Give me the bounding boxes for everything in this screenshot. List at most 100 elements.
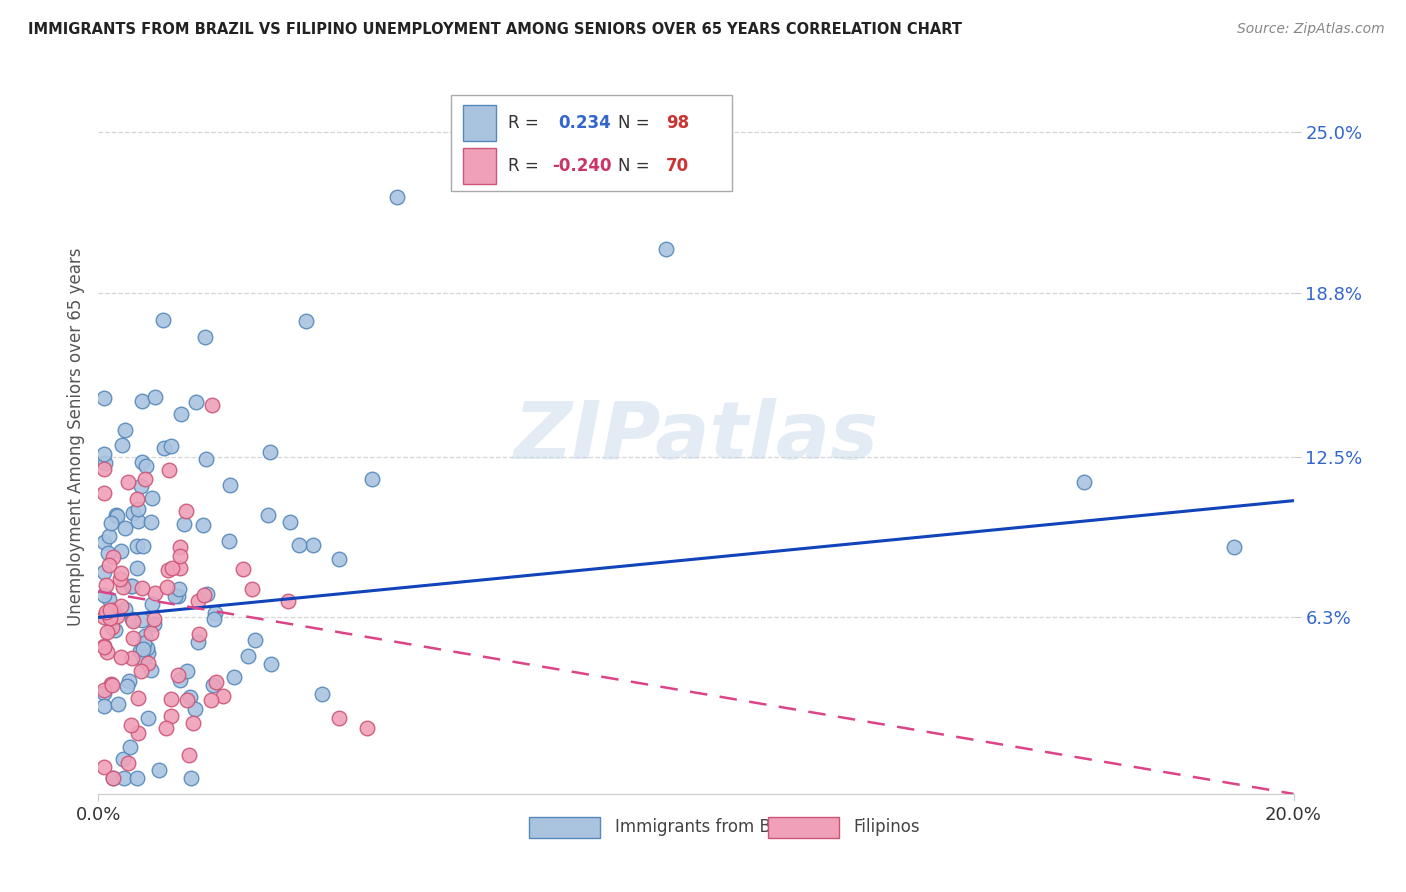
Point bbox=[236, 649, 259, 664]
Point bbox=[204, 606, 226, 620]
Point bbox=[176, 665, 198, 679]
Point bbox=[125, 539, 148, 553]
Point bbox=[125, 561, 148, 575]
Point bbox=[98, 558, 121, 572]
Point bbox=[101, 772, 124, 786]
Point bbox=[105, 508, 128, 523]
Point bbox=[141, 663, 163, 677]
Point bbox=[100, 678, 122, 692]
Point bbox=[141, 491, 163, 505]
Point bbox=[121, 578, 143, 592]
Text: R =: R = bbox=[509, 114, 538, 132]
Point bbox=[200, 693, 222, 707]
Point bbox=[110, 566, 132, 580]
Point bbox=[132, 539, 155, 553]
Point bbox=[128, 644, 150, 658]
Point bbox=[129, 478, 152, 492]
Point bbox=[112, 580, 135, 594]
Point bbox=[121, 612, 143, 626]
Point bbox=[118, 739, 141, 754]
Point bbox=[131, 641, 153, 656]
Point bbox=[243, 633, 266, 648]
Point bbox=[187, 627, 209, 641]
Point bbox=[159, 439, 181, 453]
Point bbox=[94, 456, 117, 470]
Point bbox=[184, 395, 207, 409]
Point bbox=[93, 486, 115, 500]
Point bbox=[142, 617, 165, 632]
Point bbox=[93, 447, 115, 461]
Point bbox=[104, 623, 127, 637]
Point bbox=[96, 625, 118, 640]
Point bbox=[184, 702, 207, 716]
Point bbox=[104, 508, 127, 523]
Point bbox=[100, 677, 122, 691]
Point bbox=[97, 592, 120, 607]
Point bbox=[141, 515, 163, 529]
Point bbox=[114, 423, 136, 437]
Point bbox=[295, 314, 318, 328]
Bar bbox=[463, 148, 496, 184]
Point bbox=[277, 593, 299, 607]
Point bbox=[655, 242, 678, 256]
Point bbox=[361, 472, 384, 486]
Point bbox=[127, 514, 149, 528]
Point bbox=[157, 563, 180, 577]
Point bbox=[160, 560, 183, 574]
Text: 0.234: 0.234 bbox=[558, 114, 612, 132]
Point bbox=[174, 504, 197, 518]
Point bbox=[180, 772, 202, 786]
Point bbox=[179, 747, 201, 762]
Point bbox=[136, 657, 159, 671]
Point bbox=[98, 610, 121, 624]
Point bbox=[93, 682, 115, 697]
Point bbox=[302, 538, 325, 552]
Text: ZIPatlas: ZIPatlas bbox=[513, 398, 879, 476]
Point bbox=[160, 709, 183, 723]
Point bbox=[169, 549, 191, 563]
Bar bbox=[529, 817, 600, 838]
Point bbox=[93, 640, 115, 654]
Point bbox=[356, 722, 378, 736]
Point bbox=[134, 636, 156, 650]
Point bbox=[121, 614, 143, 628]
Point bbox=[117, 475, 139, 490]
Text: Source: ZipAtlas.com: Source: ZipAtlas.com bbox=[1237, 22, 1385, 37]
Point bbox=[1223, 541, 1246, 555]
Point bbox=[93, 686, 115, 700]
Point bbox=[202, 612, 225, 626]
Point bbox=[129, 665, 152, 679]
Point bbox=[179, 690, 201, 704]
Point bbox=[195, 587, 218, 601]
Point bbox=[176, 693, 198, 707]
Point bbox=[136, 647, 159, 661]
Point bbox=[131, 582, 153, 596]
Point bbox=[125, 772, 148, 786]
Point bbox=[257, 508, 280, 522]
Point bbox=[156, 581, 179, 595]
Point bbox=[111, 752, 134, 766]
Point bbox=[110, 544, 132, 558]
Point bbox=[93, 462, 115, 476]
Bar bbox=[463, 105, 496, 141]
Point bbox=[120, 579, 142, 593]
Point bbox=[114, 601, 136, 615]
Point bbox=[187, 593, 209, 607]
Point bbox=[204, 674, 226, 689]
Point bbox=[108, 573, 131, 587]
Point bbox=[122, 631, 145, 645]
Point bbox=[110, 599, 132, 613]
Text: N =: N = bbox=[619, 114, 650, 132]
Point bbox=[170, 407, 193, 421]
Point bbox=[127, 691, 149, 706]
Point bbox=[201, 678, 224, 692]
Point bbox=[93, 565, 115, 579]
Point bbox=[114, 521, 136, 535]
Point bbox=[169, 541, 191, 555]
Point bbox=[134, 629, 156, 643]
Point bbox=[219, 478, 242, 492]
Point bbox=[211, 690, 233, 704]
Point bbox=[139, 626, 162, 640]
Point bbox=[1073, 475, 1095, 490]
Point bbox=[167, 668, 190, 682]
